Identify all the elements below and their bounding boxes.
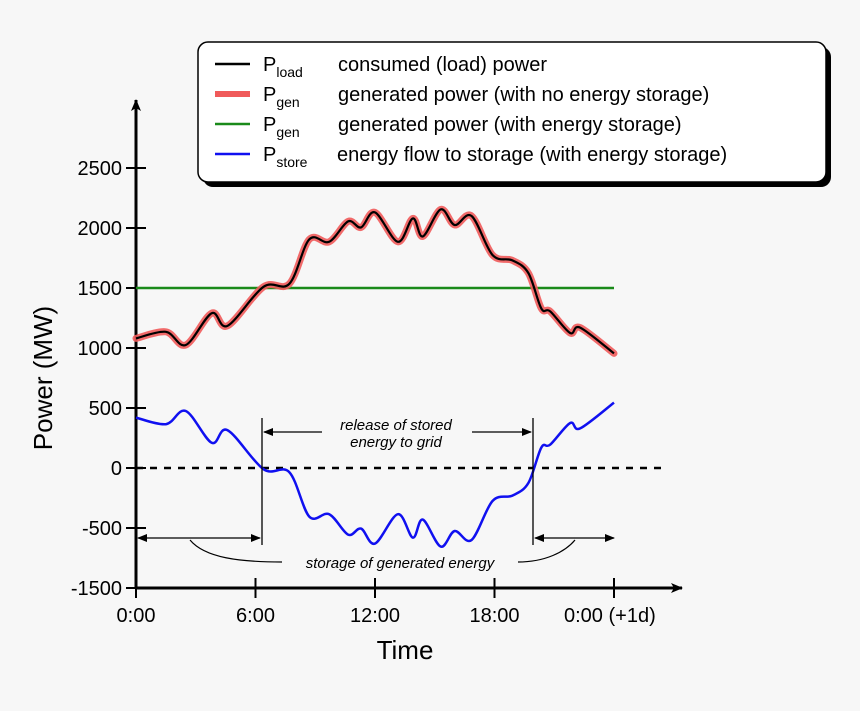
release-annotation-line1: release of stored bbox=[340, 417, 452, 434]
y-tick-label: 1500 bbox=[78, 278, 123, 300]
x-tick-label: 12:00 bbox=[350, 605, 400, 627]
y-tick-label: 0 bbox=[111, 458, 122, 480]
legend-entry: Pgen generated power (with energy storage… bbox=[263, 114, 682, 140]
x-tick-label: 0:00 bbox=[117, 605, 156, 627]
x-tick-label: 0:00 (+1d) bbox=[564, 605, 656, 627]
legend-entry: Pgen generated power (with no energy stor… bbox=[263, 84, 709, 110]
series-gen-no-storage bbox=[132, 205, 618, 357]
x-tick-label: 6:00 bbox=[236, 605, 275, 627]
release-annotation-line2: energy to grid bbox=[350, 434, 442, 451]
y-tick-label: 2500 bbox=[78, 158, 123, 180]
y-tick-label: 500 bbox=[89, 398, 122, 420]
legend-entry: Pload consumed (load) power bbox=[263, 54, 547, 80]
series-store bbox=[135, 401, 615, 548]
y-tick-label: -500 bbox=[82, 518, 122, 540]
y-tick-label: -1500 bbox=[71, 578, 122, 600]
legend: Pload consumed (load) power Pgen generated … bbox=[197, 41, 831, 187]
y-axis-label: Power (MW) bbox=[28, 306, 58, 450]
y-tick-label: 1000 bbox=[78, 338, 123, 360]
x-tick-label: 18:00 bbox=[469, 605, 519, 627]
legend-entry: Pstore energy flow to storage (with energ… bbox=[263, 144, 727, 170]
storage-annotation: storage of generated energy bbox=[306, 555, 496, 572]
series-load bbox=[135, 208, 615, 355]
storage-leader-right bbox=[517, 539, 576, 563]
x-axis-label: Time bbox=[377, 635, 434, 665]
storage-leader-left bbox=[189, 539, 283, 563]
y-tick-label: 2000 bbox=[78, 218, 123, 240]
